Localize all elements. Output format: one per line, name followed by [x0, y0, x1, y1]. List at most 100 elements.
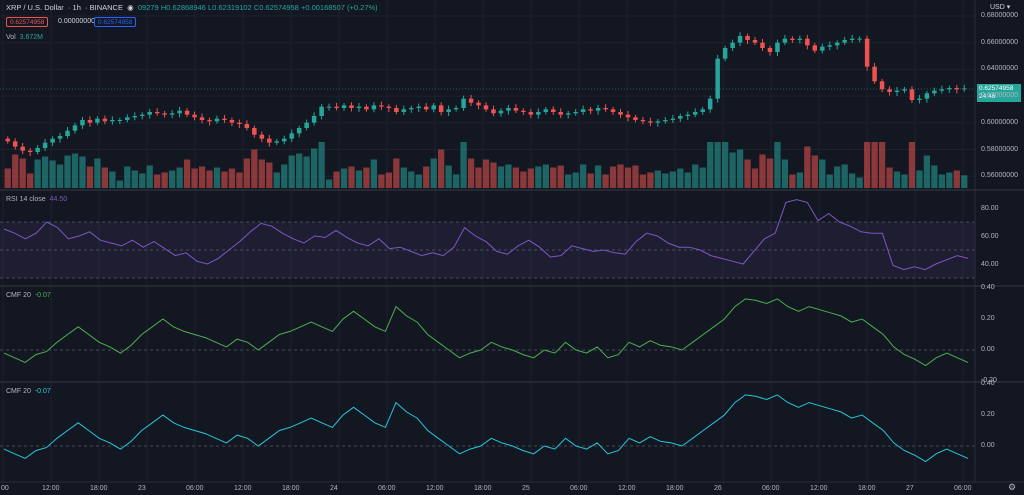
volume-bar [796, 172, 803, 188]
time-axis-label: 12:00 [42, 485, 60, 492]
volume-bar [183, 159, 191, 188]
time-axis-label: 06:00 [186, 485, 204, 492]
candle [72, 125, 78, 131]
price-axis-label: 0.56000000 [981, 172, 1018, 180]
volume-bar [393, 158, 400, 188]
candle [707, 98, 713, 110]
candle [117, 120, 123, 121]
candle [700, 109, 705, 112]
time-axis-label: 18:00 [666, 485, 684, 492]
candle [416, 106, 421, 108]
volume-bar [893, 171, 901, 188]
rsi-legend[interactable]: RSI 14 close 44.50 [6, 196, 68, 203]
volume-bar [751, 168, 759, 188]
candle [438, 105, 444, 112]
candle [580, 109, 586, 112]
volume-bar [475, 167, 482, 188]
sell-price-box[interactable]: 0.62574958 [6, 17, 49, 27]
volume-bar [101, 167, 109, 188]
candle [782, 38, 788, 43]
volume-bar [931, 165, 938, 188]
volume-bar [64, 155, 71, 188]
cmf-legend-1[interactable]: CMF 20 -0.07 [6, 292, 51, 299]
volume-bar [946, 172, 953, 188]
candle [894, 90, 900, 92]
volume-bar [572, 172, 579, 188]
last-price-tag: 0.62574958 24:46 [977, 84, 1021, 102]
symbol-title[interactable]: XRP / U.S. Dollar [6, 3, 64, 12]
cmf-legend-2[interactable]: CMF 20 -0.07 [6, 388, 51, 395]
candle [962, 88, 967, 90]
candle [834, 42, 840, 46]
volume-bar [482, 159, 490, 188]
volume-bar [385, 172, 392, 188]
volume-bar [520, 171, 527, 188]
volume-bar [871, 142, 878, 188]
candle [932, 90, 937, 94]
candle [820, 46, 825, 51]
candle [625, 114, 631, 118]
volume-bar [602, 174, 609, 188]
candle [289, 133, 294, 139]
candle [184, 110, 190, 115]
candle [924, 93, 930, 99]
buy-price-box[interactable]: 0.62574958 [94, 17, 137, 27]
volume-bar [213, 167, 221, 188]
candle [281, 138, 287, 142]
time-axis-label: 26 [714, 485, 722, 492]
volume-bar [669, 171, 676, 188]
volume-bar [273, 172, 280, 188]
volume-bar [916, 170, 923, 188]
candle [767, 48, 773, 52]
time-axis-label: 27 [906, 485, 914, 492]
volume-bar [348, 166, 355, 188]
candle [237, 122, 242, 124]
candle [311, 116, 317, 123]
volume-bar [908, 142, 916, 188]
candle [558, 112, 563, 115]
candle [685, 114, 691, 116]
rsi-axis-label: 60.00 [981, 233, 999, 240]
volume-bar [452, 174, 460, 188]
time-axis-label: 18:00 [858, 485, 876, 492]
volume-bar [56, 164, 64, 188]
candle [543, 109, 549, 112]
interval-label[interactable]: 1h [72, 3, 81, 12]
volume-bar [258, 159, 265, 188]
time-axis-label: 00 [1, 485, 9, 492]
volume-bar [296, 153, 303, 188]
cmf2-axis-label: 0.40 [981, 380, 995, 387]
volume-bar [819, 159, 826, 188]
candle [663, 120, 668, 122]
candle [356, 106, 362, 108]
volume-bar [565, 174, 572, 188]
candle [775, 42, 780, 52]
candle [790, 38, 795, 40]
volume-bar [325, 179, 333, 188]
time-axis-label: 23 [138, 485, 146, 492]
candle [528, 112, 534, 115]
volume-bar [34, 159, 41, 188]
candle [244, 124, 250, 128]
candle [603, 108, 608, 110]
volume-bar [677, 168, 684, 188]
volume-bar [310, 148, 318, 188]
candle [805, 38, 810, 46]
candle [633, 117, 638, 120]
candle [640, 120, 646, 122]
volume-bar [774, 142, 781, 188]
candle [304, 122, 309, 128]
candle [722, 48, 728, 59]
settings-gear-icon[interactable]: ⚙ [1008, 482, 1017, 492]
currency-selector[interactable]: USD ▾ [990, 4, 1011, 11]
eye-icon[interactable]: ◉ [127, 3, 134, 12]
candle [274, 141, 280, 143]
candle [20, 146, 25, 151]
candle [872, 66, 877, 82]
candle [409, 108, 414, 110]
time-axis-label: 24 [330, 485, 338, 492]
volume-bar [198, 166, 206, 188]
cmf-line-1 [3, 298, 969, 367]
volume-bar [19, 158, 26, 188]
